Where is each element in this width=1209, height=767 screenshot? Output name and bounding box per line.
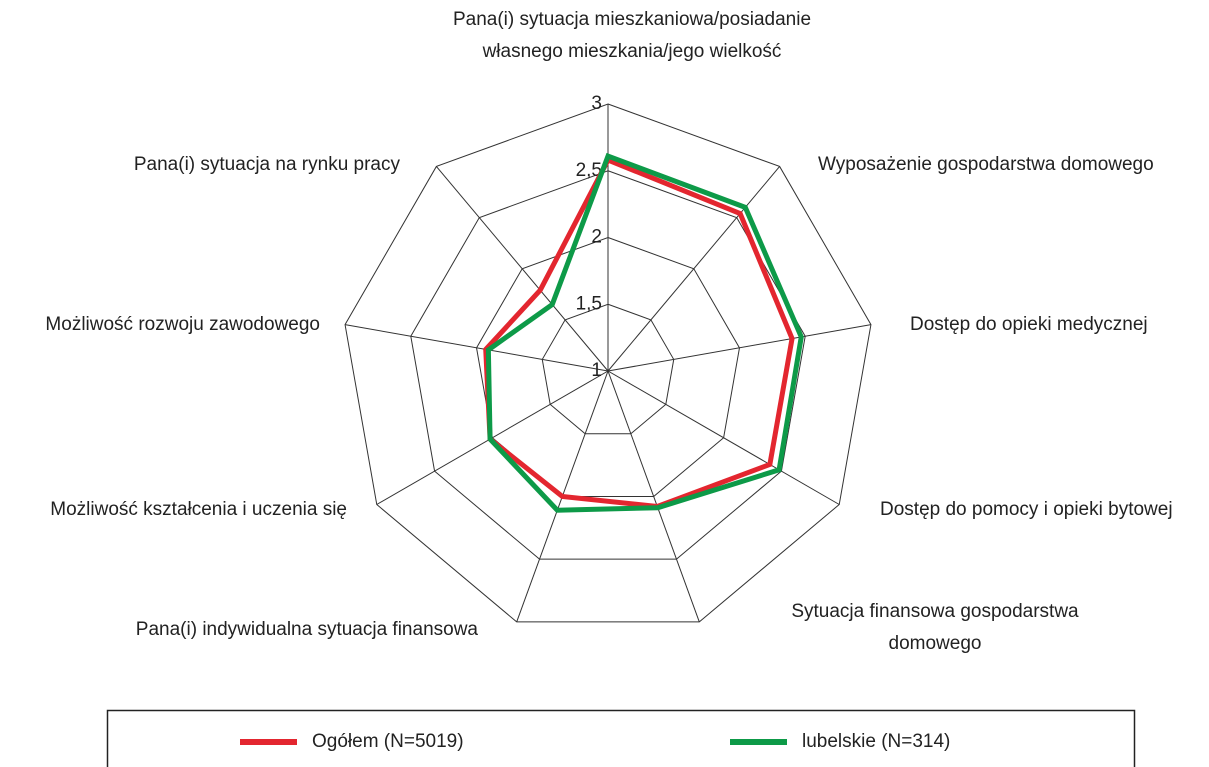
spoke	[435, 166, 609, 372]
category-label: Pana(i) sytuacja mieszkaniowa/posiadanie…	[452, 9, 812, 62]
category-label: Wyposażenie gospodarstwa domowego	[818, 154, 1154, 175]
spoke	[607, 370, 840, 505]
category-label: Dostęp do opieki medycznej	[910, 314, 1148, 335]
r-tick-label: 3	[591, 93, 602, 114]
category-label: Pana(i) sytuacja na rynku pracy	[133, 154, 400, 175]
r-tick-label: 1	[591, 360, 602, 381]
grid-ring	[541, 303, 675, 435]
category-label: Możliwość kształcenia i uczenia się	[50, 499, 347, 520]
grid-ring	[410, 170, 806, 560]
legend-label: Ogółem (N=5019)	[312, 731, 464, 752]
r-tick-label: 1,5	[576, 293, 602, 314]
spoke	[344, 324, 609, 372]
r-tick-label: 2,5	[576, 160, 602, 181]
r-tick-label: 2	[591, 227, 602, 248]
category-label: Pana(i) indywidualna sytuacja finansowa	[135, 619, 478, 640]
legend-label: lubelskie (N=314)	[802, 731, 950, 752]
spoke	[607, 370, 700, 623]
series-line	[483, 156, 795, 510]
spoke	[607, 324, 872, 372]
legend-box	[106, 709, 1136, 767]
category-label: Sytuacja finansowa gospodarstwa domowego	[791, 601, 1079, 654]
grid-ring	[476, 236, 740, 497]
category-label: Dostęp do pomocy i opieki bytowej	[880, 499, 1173, 520]
series-line	[485, 152, 804, 513]
category-label: Możliwość rozwoju zawodowego	[45, 314, 320, 335]
spoke	[607, 166, 781, 372]
grid-ring	[344, 103, 872, 623]
